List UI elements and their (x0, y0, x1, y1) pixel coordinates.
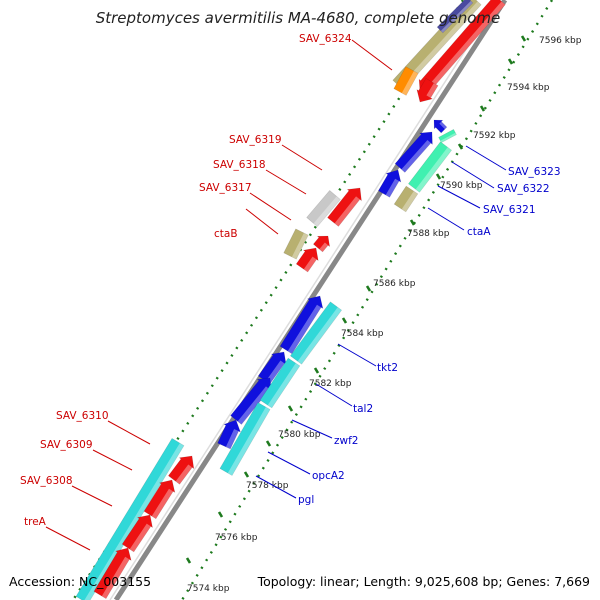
kbp-tick-mark (265, 440, 272, 447)
label-leader-line (265, 169, 307, 195)
kbp-tick-label: 7596 kbp (539, 36, 582, 46)
accession-text: Accession: NC_003155 (9, 574, 151, 589)
label-leader-line (71, 485, 113, 507)
map-title: Streptomyces avermitilis MA-4680, comple… (96, 9, 501, 27)
gene-sav6323 (433, 119, 448, 134)
dotted-track (180, 0, 554, 600)
gene-tracks (75, 0, 506, 600)
kbp-tick-mark (287, 405, 294, 412)
gene-red-small (416, 77, 439, 103)
gene-cyan-b (259, 357, 301, 409)
genome-summary-text: Topology: linear; Length: 9,025,608 bp; … (257, 574, 590, 589)
kbp-tick-mark (520, 35, 527, 42)
reverse-gene-label: SAV_6319 (229, 134, 282, 146)
gene-sav6308 (143, 479, 176, 520)
gene-ctaa (393, 185, 419, 213)
label-leader-line (337, 343, 377, 367)
reverse-gene-label: SAV_6308 (20, 475, 73, 487)
gene-cyan-a (289, 301, 343, 365)
tick-tracks (71, 0, 554, 600)
label-leader-line (45, 526, 91, 551)
label-leader-line (465, 145, 507, 171)
forward-gene-label: tal2 (353, 403, 373, 415)
gene-sav6319 (306, 190, 341, 227)
kbp-tick-label: 7582 kbp (309, 379, 352, 389)
gene-blue-b (377, 169, 402, 198)
label-leader-line (267, 451, 311, 475)
gene-orange (393, 66, 419, 96)
kbp-tick-label: 7576 kbp (215, 533, 258, 543)
kbp-tick-mark (479, 105, 486, 112)
kbp-tick-mark (435, 173, 442, 180)
reverse-gene-label: SAV_6309 (40, 439, 93, 451)
reverse-gene-label: ctaB (214, 228, 238, 240)
gene-small-mint (438, 128, 457, 144)
label-leader-line (255, 475, 297, 499)
kbp-tick-label: 7584 kbp (341, 329, 384, 339)
backbone (109, 0, 508, 600)
kbp-tick-mark (507, 58, 514, 65)
forward-gene-label: zwf2 (334, 435, 358, 447)
label-leader-line (351, 39, 393, 71)
label-leader-line (107, 420, 151, 445)
kbp-tick-label: 7586 kbp (373, 279, 416, 289)
label-leader-line (92, 449, 133, 471)
label-leader-line (281, 144, 323, 171)
kbp-tick-label: 7588 kbp (407, 229, 450, 239)
gene-sav6324 (392, 0, 482, 91)
gene-ctab (283, 228, 309, 260)
reverse-gene-label: SAV_6317 (199, 182, 252, 194)
reverse-gene-label: SAV_6310 (56, 410, 109, 422)
kbp-tick-mark (457, 143, 464, 150)
label-leader-line (427, 207, 465, 231)
forward-gene-label: ctaA (467, 226, 491, 238)
gene-sav6321 (408, 141, 452, 193)
label-leader-line (437, 185, 481, 209)
gene-opca2 (219, 402, 271, 476)
kbp-tick-mark (409, 219, 416, 226)
kbp-tick-mark (217, 511, 224, 518)
gene-top-dark (436, 0, 474, 34)
gene-sav6318 (327, 187, 362, 227)
kbp-scale: 7596 kbp 7594 kbp 7592 kbp 7590 kbp 7588 kbp… (187, 36, 582, 594)
kbp-tick-label: 7578 kbp (246, 481, 289, 491)
kbp-tick-mark (185, 557, 192, 564)
gene-blue-a (394, 131, 433, 173)
kbp-tick-label: 7592 kbp (473, 131, 516, 141)
label-leader-line (245, 208, 279, 235)
kbp-tick-label: 7594 kbp (507, 83, 550, 93)
gene-red-c (295, 247, 319, 273)
reverse-gene-label: treA (24, 516, 47, 528)
kbp-tick-label: 7574 kbp (187, 584, 230, 594)
kbp-tick-label: 7580 kbp (278, 430, 321, 440)
label-leader-line (291, 419, 333, 439)
gene-trea (121, 514, 153, 553)
forward-gene-label: SAV_6321 (483, 204, 536, 216)
forward-gene-label: SAV_6323 (508, 166, 561, 178)
label-leader-line (315, 383, 353, 407)
kbp-tick-label: 7590 kbp (440, 181, 483, 191)
label-leader-line (249, 192, 292, 221)
label-leader-line (451, 161, 495, 189)
forward-gene-label: pgl (298, 494, 314, 506)
forward-gene-label: tkt2 (377, 362, 398, 374)
gene-labels: SAV_6324 SAV_6319 SAV_6318 SAV_6317 ctaB SAV_… (20, 33, 561, 551)
forward-gene-label: opcA2 (312, 470, 345, 482)
gene-zwf2-blue (217, 419, 241, 450)
forward-gene-label: SAV_6322 (497, 183, 550, 195)
kbp-tick-mark (365, 285, 372, 292)
gene-tkt2 (279, 295, 324, 355)
kbp-tick-mark (341, 317, 348, 324)
reverse-gene-label: SAV_6318 (213, 159, 266, 171)
kbp-tick-mark (243, 471, 250, 478)
reverse-gene-label: SAV_6324 (299, 33, 352, 45)
kbp-tick-mark (313, 367, 320, 374)
gene-sav6317 (312, 235, 331, 253)
gene-sav6309 (167, 455, 195, 485)
gene-red-bottom (93, 547, 132, 599)
